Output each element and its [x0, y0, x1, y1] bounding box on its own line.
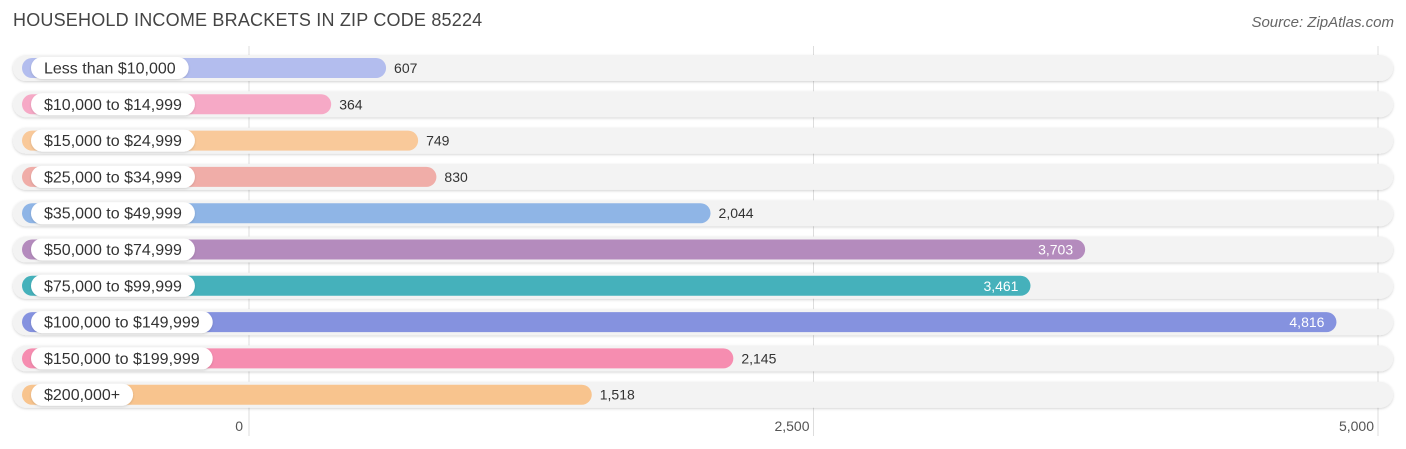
bar-category-label: $10,000 to $14,999	[44, 97, 182, 114]
chart-title: HOUSEHOLD INCOME BRACKETS IN ZIP CODE 85…	[13, 10, 483, 30]
bar-row: $75,000 to $99,999 3,461	[13, 272, 1393, 299]
axis-tick-label: 2,500	[774, 418, 809, 434]
bar-value-label: 830	[444, 169, 468, 185]
bar-category-label: $150,000 to $199,999	[44, 351, 200, 368]
source-credit: Source: ZipAtlas.com	[1251, 14, 1394, 31]
axis-tick-label: 5,000	[1339, 418, 1374, 434]
bar-value-label: 4,816	[1289, 314, 1324, 330]
bar	[22, 384, 592, 405]
bar	[22, 203, 711, 224]
bar-label-pill	[31, 129, 195, 152]
bar-value-label: 364	[339, 96, 363, 112]
bar-value-label: 2,044	[719, 205, 754, 221]
bar-category-label: $35,000 to $49,999	[44, 206, 182, 223]
bar-value-label: 2,145	[741, 350, 776, 366]
bar-label-pill	[31, 238, 195, 261]
bar-label-pill	[31, 274, 195, 297]
bar-category-label: $15,000 to $24,999	[44, 133, 182, 150]
bar-label-pill	[31, 383, 134, 406]
bar-row: $50,000 to $74,999 3,703	[13, 236, 1393, 263]
bar	[22, 312, 1337, 333]
bar	[22, 275, 1031, 296]
bar-label-pill	[31, 311, 213, 334]
bar-label-pill	[31, 202, 195, 225]
bar-row: $150,000 to $199,999 2,145	[13, 345, 1393, 372]
bar-value-label: 749	[426, 133, 450, 149]
bar-row: $10,000 to $14,999 364	[13, 91, 1393, 118]
bar-label-pill	[31, 93, 195, 116]
bar-category-label: $50,000 to $74,999	[44, 242, 182, 259]
bar-row: Less than $10,000 607	[13, 55, 1393, 81]
bar-value-label: 3,461	[983, 278, 1018, 294]
bar-value-label: 1,518	[600, 387, 635, 403]
bar-row: $100,000 to $149,999 4,816	[13, 309, 1393, 336]
bar-row: $25,000 to $34,999 830	[13, 163, 1393, 190]
bar-label-pill	[31, 347, 213, 370]
bar-row: $35,000 to $49,999 2,044	[13, 200, 1393, 227]
bar-value-label: 607	[394, 60, 418, 76]
axis-tick-label: 0	[235, 418, 243, 434]
bar-track	[13, 91, 1393, 118]
bar-label-pill	[31, 57, 189, 79]
bar-category-label: Less than $10,000	[44, 61, 176, 78]
bar-category-label: $200,000+	[44, 387, 120, 404]
bar-category-label: $100,000 to $149,999	[44, 315, 200, 332]
bar-category-label: $75,000 to $99,999	[44, 278, 182, 295]
bar-row: $200,000+ 1,518	[13, 381, 1393, 408]
bar	[22, 239, 1086, 260]
bar-value-label: 3,703	[1038, 242, 1073, 258]
bar-label-pill	[31, 165, 195, 188]
bar-row: $15,000 to $24,999 749	[13, 127, 1393, 154]
bar-category-label: $25,000 to $34,999	[44, 169, 182, 186]
